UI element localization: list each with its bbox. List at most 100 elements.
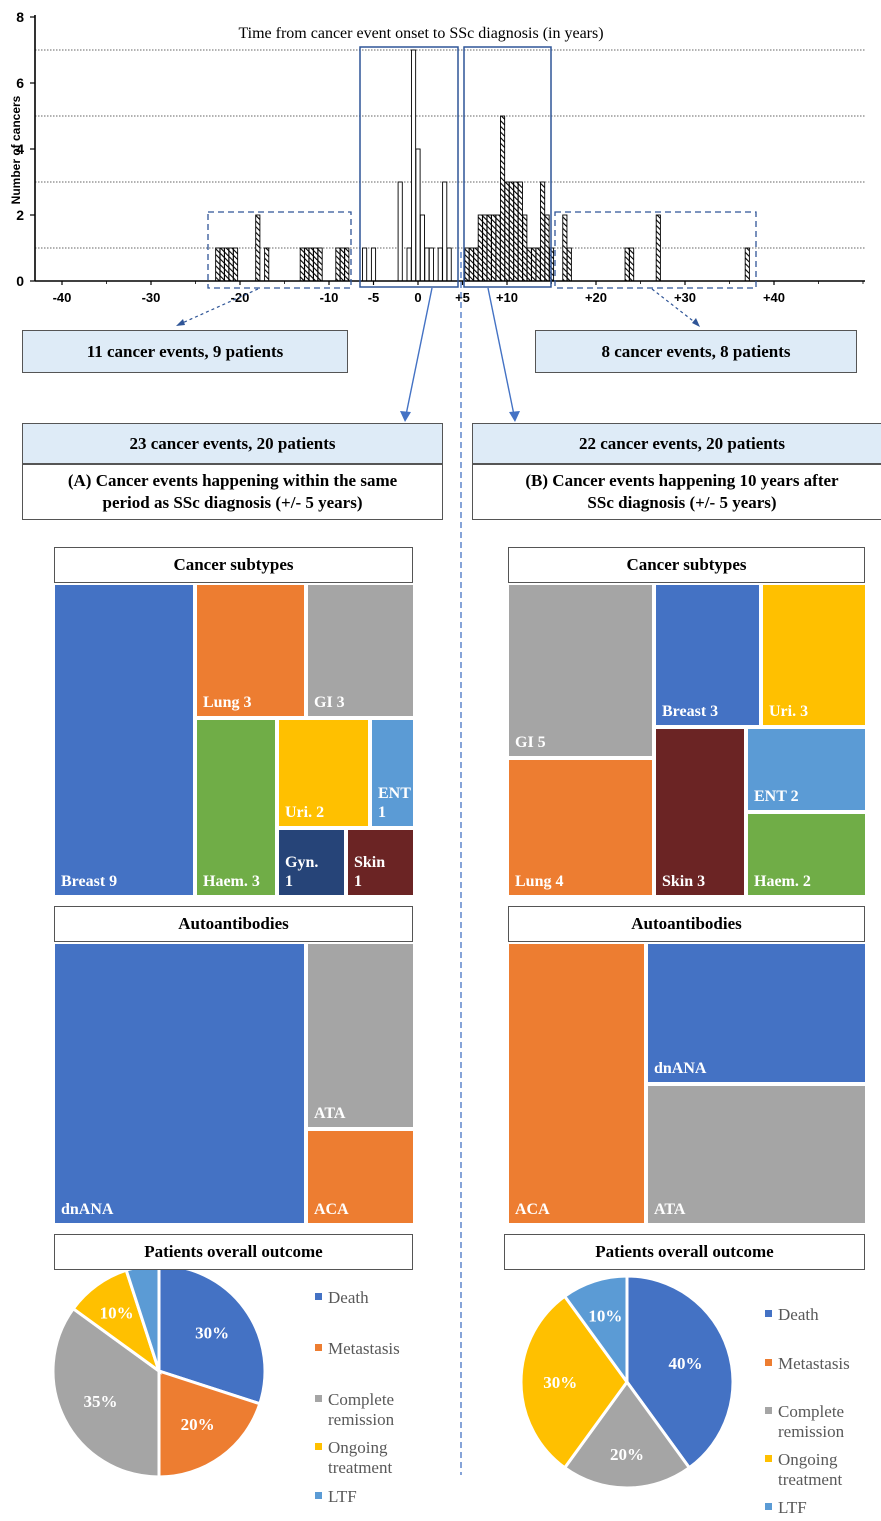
treemap-a-lung: Lung 3 [195, 583, 306, 718]
pie-data-label: 20% [610, 1445, 644, 1464]
window-right-far-box [554, 211, 757, 289]
bar-within-window [362, 247, 368, 282]
legend-swatch [765, 1503, 772, 1510]
legend-item-death: Death [765, 1305, 819, 1325]
overlays [176, 46, 757, 1475]
bar-hatched [464, 247, 470, 282]
bar-hatched [562, 214, 568, 282]
bar-hatched [531, 247, 537, 282]
pie-slice [562, 1274, 629, 1387]
autoab-a-dnana: dnANA [53, 942, 306, 1225]
legend-item-complete-remission: Complete remission [315, 1390, 438, 1430]
legend-item-ltf: LTF [765, 1498, 807, 1518]
x-tick-label: -40 [53, 290, 72, 305]
pie-slice [519, 1294, 629, 1470]
window-b-box [463, 46, 552, 288]
treemap-label: Lung 3 [203, 694, 252, 711]
legend-label: Ongoing treatment [328, 1438, 393, 1477]
bar-hatched [544, 214, 550, 282]
bar-hatched [339, 247, 345, 282]
pie-chart-b: 40% 20% 30% 10% [519, 1274, 735, 1490]
x-tick-label: +10 [496, 290, 518, 305]
treemap-label: Gyn. 1 [285, 854, 319, 890]
autoab-b-aca: ACA [507, 942, 646, 1225]
bar-hatched [513, 181, 519, 282]
y-tick-label: 2 [16, 207, 24, 223]
treemap-label: ATA [314, 1105, 346, 1122]
bar-hatched [304, 247, 310, 282]
bar-hatched [526, 247, 532, 282]
bar-hatched [335, 247, 341, 282]
bar-hatched [624, 247, 630, 282]
legend-item-ltf: LTF [315, 1487, 357, 1507]
treemap-a-haem: Haem. 3 [195, 718, 277, 897]
legend-label: Metastasis [328, 1339, 400, 1358]
bar-hatched [500, 115, 506, 282]
pie-data-label: 30% [195, 1323, 229, 1342]
x-tick-label: -10 [320, 290, 339, 305]
bar-within-window [428, 247, 434, 282]
pie-data-label: 20% [181, 1415, 215, 1434]
bar-hatched [491, 214, 497, 282]
y-tick-label: 0 [16, 273, 24, 289]
legend-swatch [315, 1344, 322, 1351]
bar-within-window [442, 181, 448, 282]
group-b-count: 22 cancer events, 20 patients [472, 423, 881, 464]
bar-hatched [308, 247, 314, 282]
outcome-title-a: Patients overall outcome [54, 1234, 413, 1270]
treemap-label: dnANA [61, 1201, 114, 1218]
arrowhead-a [400, 411, 411, 422]
treemap-b-lung: Lung 4 [507, 758, 654, 897]
bar-hatched [517, 181, 523, 282]
legend-label: Metastasis [778, 1354, 850, 1373]
outcome-title-b: Patients overall outcome [504, 1234, 865, 1270]
treemap-b-gi: GI 5 [507, 583, 654, 758]
treemap-label: Breast 3 [662, 703, 719, 720]
bar-hatched [299, 247, 305, 282]
legend-label: LTF [328, 1487, 357, 1506]
subtypes-title-a: Cancer subtypes [54, 547, 413, 583]
treemap-label: Breast 9 [61, 873, 118, 890]
y-tick-label: 4 [16, 141, 24, 157]
treemap-b-breast: Breast 3 [654, 583, 761, 727]
bar-within-window [446, 247, 452, 282]
bar-hatched [264, 247, 270, 282]
treemap-label: Uri. 2 [285, 804, 325, 821]
legend-item-complete-remission: Complete remission [765, 1402, 881, 1442]
window-a-box [359, 46, 459, 288]
bar-hatched [255, 214, 261, 282]
legend-swatch [765, 1310, 772, 1317]
treemap-label: Haem. 3 [203, 873, 260, 890]
treemap-a-gyn: Gyn. 1 [277, 828, 346, 897]
bar-hatched [482, 214, 488, 282]
bar-hatched [486, 214, 492, 282]
arrowhead-right-far [692, 318, 700, 327]
autoab-b-dnana: dnANA [646, 942, 867, 1084]
x-tick-label: +40 [763, 290, 785, 305]
x-tick-label: +30 [674, 290, 696, 305]
legend-swatch [315, 1395, 322, 1402]
bar-within-window [419, 214, 426, 282]
bar-hatched [535, 247, 541, 282]
histogram-title: Time from cancer event onset to SSc diag… [238, 25, 603, 42]
pie-data-label: 10% [588, 1306, 622, 1325]
bar-within-window [437, 247, 443, 282]
bar-within-window [370, 247, 377, 282]
legend-item-death: Death [315, 1288, 369, 1308]
bar-hatched [228, 247, 234, 282]
subtypes-title-b: Cancer subtypes [508, 547, 865, 583]
window-left-far-box [207, 211, 352, 289]
treemap-a-uri: Uri. 2 [277, 718, 370, 828]
treemap-b-ent: ENT 2 [746, 727, 867, 812]
treemap-label: Uri. 3 [769, 703, 809, 720]
legend-label: LTF [778, 1498, 807, 1517]
treemap-label: ENT 1 [378, 785, 411, 821]
pie-data-label: 10% [100, 1304, 134, 1323]
legend-label: Complete remission [328, 1390, 395, 1429]
x-tick-label: -5 [368, 290, 380, 305]
arrow-b [487, 287, 515, 416]
legend-item-ongoing-treatment: Ongoing treatment [765, 1450, 881, 1490]
treemap-label: ACA [515, 1201, 550, 1218]
arrow-a [405, 287, 433, 416]
